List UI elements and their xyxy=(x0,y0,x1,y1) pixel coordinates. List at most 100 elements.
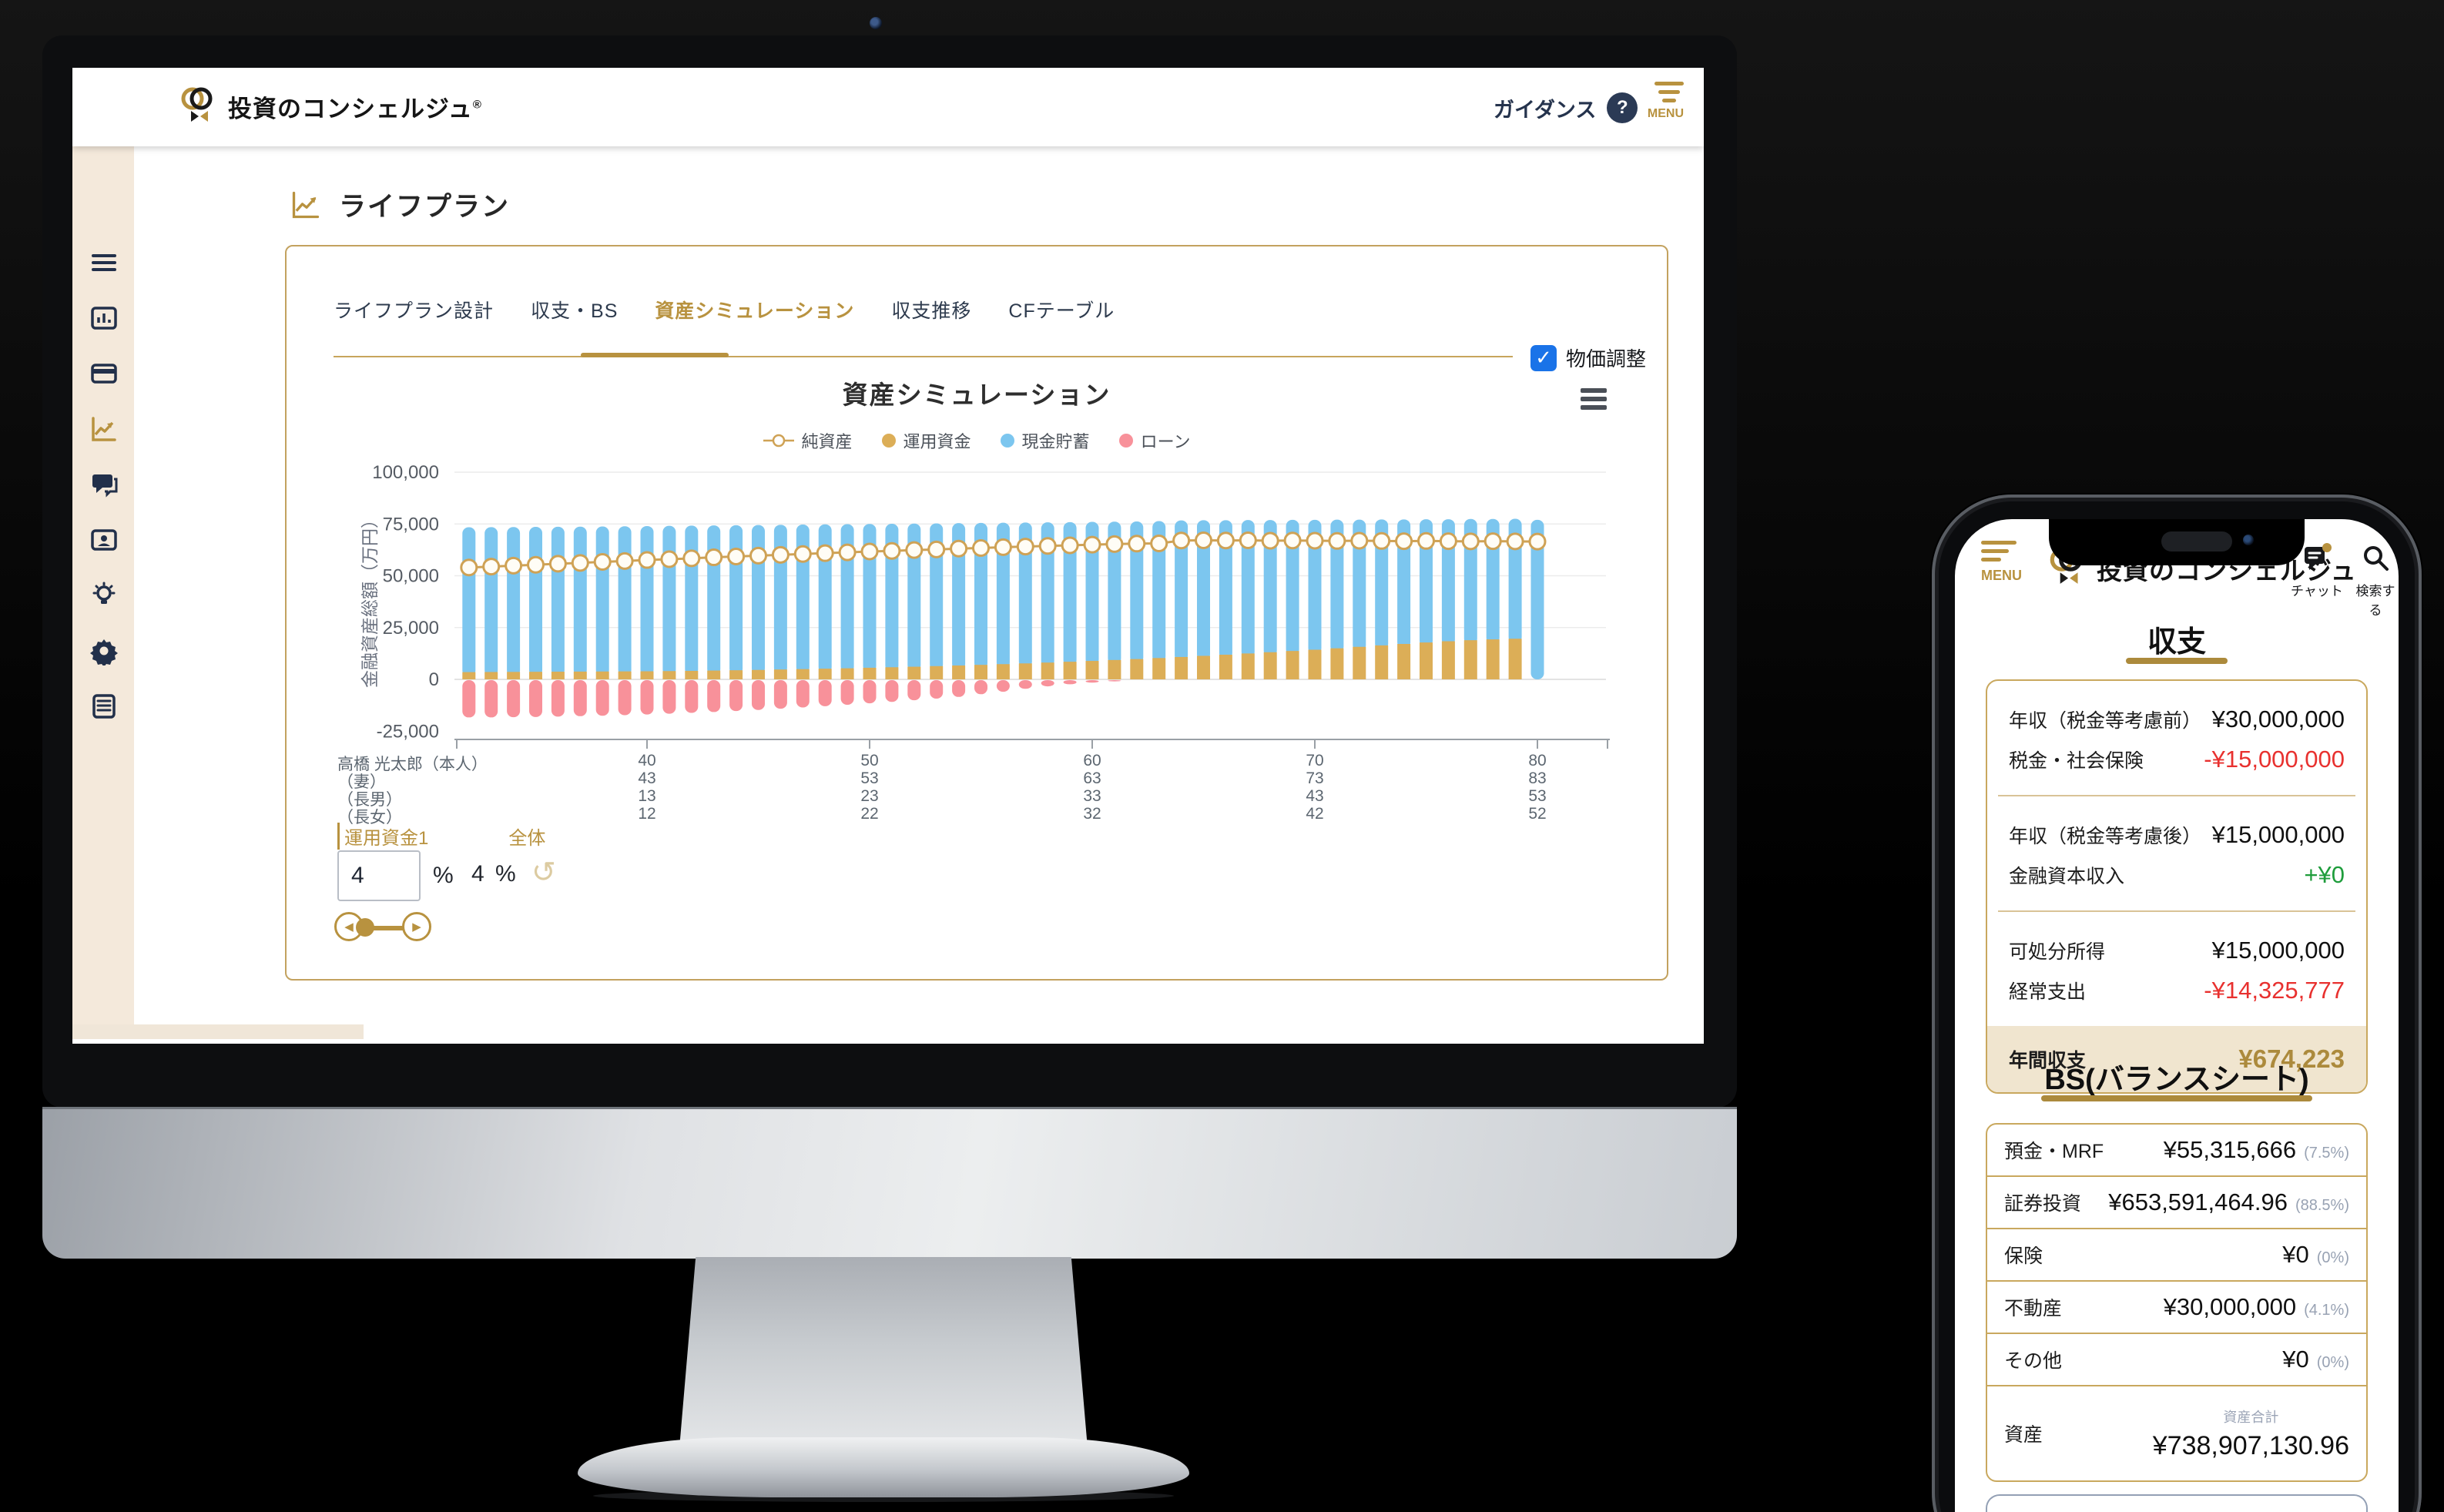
desktop-screen: 投資のコンシェルジュ® ガイダンス ? MENU xyxy=(72,68,1704,1044)
income-card: 年収（税金等考慮前） ¥30,000,000 税金・社会保険 -¥15,000,00… xyxy=(1986,679,2368,1094)
tab-income-trend[interactable]: 収支推移 xyxy=(891,300,972,322)
phone-speaker-pill xyxy=(2161,531,2232,551)
slider-track[interactable] xyxy=(365,926,405,930)
annual-balance-row: 年間収支 ¥674,223 xyxy=(1987,1026,2366,1092)
chart-title: 資産シミュレーション xyxy=(842,381,1111,409)
return-rate-slider[interactable]: ◀ ▶ xyxy=(334,912,442,944)
guidance-label: ガイダンス xyxy=(1494,98,1597,122)
sidebar-menu-icon[interactable] xyxy=(89,248,119,277)
guidance[interactable]: ガイダンス ? xyxy=(1494,92,1638,123)
legend-net-assets[interactable]: 純資産 xyxy=(763,428,853,453)
slider-increment-button[interactable]: ▶ xyxy=(402,912,431,941)
bs-total-value: ¥738,907,130.96 xyxy=(2152,1430,2349,1460)
sidebar xyxy=(72,146,134,1030)
monitor-chin xyxy=(42,1107,1737,1259)
income-row: 可処分所得 ¥15,000,000 xyxy=(2009,937,2345,964)
income-row: 金融資本収入 +¥0 xyxy=(2009,861,2345,888)
phone-notch xyxy=(2049,519,2305,565)
bs-row: 証券投資 ¥653,591,464.96 (88.5%) xyxy=(1987,1177,2366,1229)
family-age-cell: 73 xyxy=(1306,769,1324,787)
bs-total-caption: 資産合計 xyxy=(2223,1409,2279,1425)
family-age-cell: 32 xyxy=(1083,805,1101,823)
income-row: 年収（税金等考慮前） ¥30,000,000 xyxy=(2009,706,2345,733)
tab-income-bs[interactable]: 収支・BS xyxy=(531,300,619,322)
svg-text:0: 0 xyxy=(429,669,439,690)
monitor-camera-dot xyxy=(870,17,882,29)
sidebar-contact-icon[interactable] xyxy=(89,525,119,555)
price-adjust-checkbox[interactable]: ✓ xyxy=(1530,344,1557,371)
bs-row: 預金・MRF ¥55,315,666 (7.5%) xyxy=(1987,1125,2366,1177)
family-age-cell: 42 xyxy=(1306,805,1324,823)
overall-rate-value: 4 % xyxy=(471,861,518,887)
undo-icon[interactable]: ↺ xyxy=(531,857,556,889)
control-tab-overall[interactable]: 全体 xyxy=(508,828,546,849)
sidebar-settings-icon[interactable] xyxy=(89,636,119,667)
app-logo[interactable]: 投資のコンシェルジュ® xyxy=(177,85,482,129)
phone-menu-label: MENU xyxy=(1981,568,2022,583)
income-section-title: 収支 xyxy=(2147,626,2206,659)
bs-total-row: 資産 資産合計 ¥738,907,130.96 xyxy=(1987,1386,2366,1480)
legend-loan[interactable]: ローン xyxy=(1118,428,1190,453)
family-row-name: （長男） xyxy=(337,791,402,809)
asset-simulation-chart[interactable]: 100,000 75,000 50,000 25,000 0 -25,000 金融資産総額（… xyxy=(331,453,1625,823)
family-age-cell: 83 xyxy=(1528,769,1547,787)
cash-savings-dot-icon xyxy=(1000,434,1014,448)
price-adjust-toggle[interactable]: ✓ 物価調整 xyxy=(1530,344,1646,372)
app-header: 投資のコンシェルジュ® ガイダンス ? MENU xyxy=(72,68,1704,146)
svg-text:75,000: 75,000 xyxy=(383,514,439,535)
phone-search-button[interactable]: 検索する xyxy=(2352,542,2399,619)
sidebar-footer-strip xyxy=(72,1024,364,1039)
family-row-name: （妻） xyxy=(337,773,386,791)
phone-menu-button[interactable]: MENU xyxy=(1981,541,2022,584)
family-age-cell: 63 xyxy=(1083,769,1101,787)
slider-knob[interactable] xyxy=(356,918,374,937)
sidebar-report-icon[interactable] xyxy=(89,692,119,721)
price-adjust-label: 物価調整 xyxy=(1566,347,1647,370)
help-icon[interactable]: ? xyxy=(1607,92,1638,123)
tab-cf-table[interactable]: CFテーブル xyxy=(1008,300,1115,322)
bs-row: 保険 ¥0 (0%) xyxy=(1987,1229,2366,1282)
return-rate-input[interactable]: 4 xyxy=(337,850,421,901)
income-row: 経常支出 -¥14,325,777 xyxy=(2009,977,2345,1004)
monitor-foot xyxy=(578,1437,1189,1497)
family-age-cell: 43 xyxy=(638,769,656,787)
svg-text:100,000: 100,000 xyxy=(372,462,439,483)
chart-context-menu-icon[interactable] xyxy=(1581,388,1607,414)
menu-icon xyxy=(1634,82,1684,102)
logo-text: 投資のコンシェルジュ® xyxy=(228,96,482,122)
family-age-cell: 40 xyxy=(638,752,656,769)
family-age-cell: 23 xyxy=(860,787,879,805)
registered-mark: ® xyxy=(472,98,482,112)
tab-asset-simulation[interactable]: 資産シミュレーション xyxy=(655,300,855,322)
phone-chat-button[interactable]: チャット xyxy=(2291,542,2343,599)
family-age-cell: 60 xyxy=(1083,752,1101,769)
divider xyxy=(1998,795,2355,796)
chart-legend: 純資産 運用資金 現金貯蓄 ローン xyxy=(72,428,1704,453)
family-age-cell: 12 xyxy=(638,805,656,823)
chat-icon xyxy=(2304,543,2332,570)
lifeplan-title-icon xyxy=(290,189,322,221)
control-tab-fund1[interactable]: 運用資金1 xyxy=(337,823,428,850)
bs-row: その他 ¥0 (0%) xyxy=(1987,1334,2366,1386)
sidebar-idea-icon[interactable] xyxy=(89,581,119,610)
sidebar-lifeplan-icon[interactable] xyxy=(89,414,119,444)
family-row-name: （長女） xyxy=(337,809,402,826)
income-title-underline xyxy=(2126,658,2228,664)
bs-row: 不動産 ¥30,000,000 (4.1%) xyxy=(1987,1282,2366,1334)
tab-lifeplan-design[interactable]: ライフプラン設計 xyxy=(334,300,494,322)
sidebar-card-icon[interactable] xyxy=(89,359,119,388)
income-row: 年収（税金等考慮後） ¥15,000,000 xyxy=(2009,821,2345,848)
net-assets-marker-icon xyxy=(763,434,794,448)
legend-cash-savings[interactable]: 現金貯蓄 xyxy=(1000,428,1090,453)
logo-rings-icon xyxy=(177,85,217,129)
family-row-name: 高橋 光太郎（本人） xyxy=(337,756,488,773)
svg-text:50,000: 50,000 xyxy=(383,566,439,587)
header-menu-button[interactable]: MENU xyxy=(1634,82,1684,121)
phone-camera-dot xyxy=(2243,535,2254,545)
legend-invest-funds[interactable]: 運用資金 xyxy=(881,428,971,453)
svg-text:金融資産総額（万円）: 金融資産総額（万円） xyxy=(360,511,380,688)
sidebar-chat-icon[interactable] xyxy=(89,470,119,499)
next-card-partial xyxy=(1986,1494,2368,1512)
sidebar-dashboard-icon[interactable] xyxy=(89,303,119,333)
